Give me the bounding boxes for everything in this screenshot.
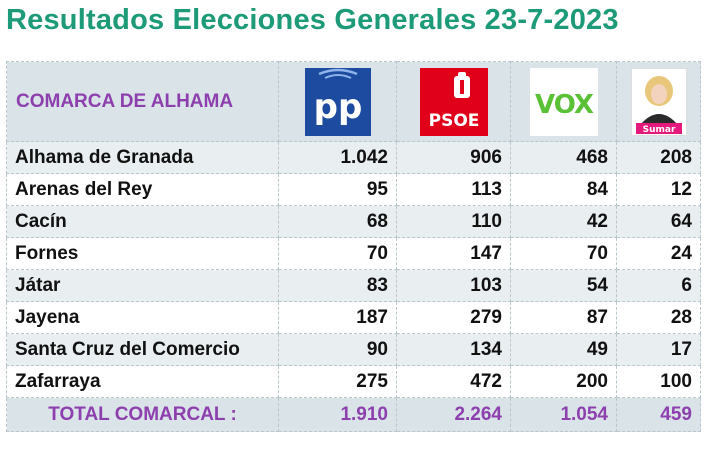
psoe-logo-icon: PSOE	[419, 67, 488, 136]
vote-count-pp: 275	[278, 365, 397, 398]
sumar-logo-icon: Sumar	[630, 67, 687, 136]
total-vote-count-sumar: 459	[616, 397, 701, 432]
total-vote-count-vox: 1.054	[510, 397, 617, 432]
vote-count-psoe: 110	[396, 205, 511, 238]
vote-count-vox: 87	[510, 301, 617, 334]
vote-count-pp: 187	[278, 301, 397, 334]
table-row: Zafarraya 275 472 200 100	[6, 365, 701, 398]
vote-count-psoe: 147	[396, 237, 511, 270]
total-vote-count-psoe: 2.264	[396, 397, 511, 432]
vox-logo-icon: VOX	[529, 67, 598, 136]
vote-count-vox: 468	[510, 141, 617, 174]
table-row: Arenas del Rey 95 113 84 12	[6, 173, 701, 206]
vote-count-psoe: 113	[396, 173, 511, 206]
total-label: TOTAL COMARCAL :	[6, 397, 279, 432]
pp-logo-cell: pp	[278, 61, 397, 142]
header-row: COMARCA DE ALHAMA pp PSOE	[6, 61, 701, 142]
vote-count-pp: 95	[278, 173, 397, 206]
municipality-name: Fornes	[6, 237, 279, 270]
municipality-name: Arenas del Rey	[6, 173, 279, 206]
vote-count-pp: 68	[278, 205, 397, 238]
vote-count-sumar: 64	[616, 205, 701, 238]
table-row: Cacín 68 110 42 64	[6, 205, 701, 238]
sumar-logo-cell: Sumar	[616, 61, 701, 142]
pp-logo-icon: pp	[304, 67, 371, 136]
vote-count-pp: 70	[278, 237, 397, 270]
vote-count-sumar: 24	[616, 237, 701, 270]
vote-count-vox: 84	[510, 173, 617, 206]
vote-count-sumar: 12	[616, 173, 701, 206]
vote-count-vox: 42	[510, 205, 617, 238]
municipality-name: Alhama de Granada	[6, 141, 279, 174]
vote-count-psoe: 279	[396, 301, 511, 334]
vote-count-psoe: 103	[396, 269, 511, 302]
vote-count-pp: 90	[278, 333, 397, 366]
table-row: Játar 83 103 54 6	[6, 269, 701, 302]
vote-count-sumar: 17	[616, 333, 701, 366]
vote-count-vox: 49	[510, 333, 617, 366]
vote-count-pp: 83	[278, 269, 397, 302]
table-row: Santa Cruz del Comercio 90 134 49 17	[6, 333, 701, 366]
region-label: COMARCA DE ALHAMA	[6, 61, 279, 142]
vote-count-sumar: 6	[616, 269, 701, 302]
vote-count-vox: 54	[510, 269, 617, 302]
table-row: Fornes 70 147 70 24	[6, 237, 701, 270]
vote-count-vox: 200	[510, 365, 617, 398]
vox-logo-cell: VOX	[510, 61, 617, 142]
vote-count-pp: 1.042	[278, 141, 397, 174]
vote-count-sumar: 208	[616, 141, 701, 174]
municipality-name: Cacín	[6, 205, 279, 238]
table-row: Jayena 187 279 87 28	[6, 301, 701, 334]
vote-count-sumar: 28	[616, 301, 701, 334]
vote-count-psoe: 134	[396, 333, 511, 366]
vote-count-sumar: 100	[616, 365, 701, 398]
total-row: TOTAL COMARCAL :1.910 2.264 1.054 459	[6, 397, 701, 432]
municipality-name: Jayena	[6, 301, 279, 334]
table-row: Alhama de Granada 1.042 906 468 208	[6, 141, 701, 174]
vote-count-psoe: 472	[396, 365, 511, 398]
municipality-name: Zafarraya	[6, 365, 279, 398]
results-table: COMARCA DE ALHAMA pp PSOE	[6, 61, 701, 432]
municipality-name: Játar	[6, 269, 279, 302]
sumar-logo-text: Sumar	[642, 125, 675, 135]
pp-logo-text: pp	[313, 87, 362, 127]
page-title: Resultados Elecciones Generales 23-7-202…	[6, 4, 619, 36]
vote-count-vox: 70	[510, 237, 617, 270]
total-vote-count-pp: 1.910	[278, 397, 397, 432]
municipality-name: Santa Cruz del Comercio	[6, 333, 279, 366]
vote-count-psoe: 906	[396, 141, 511, 174]
psoe-logo-cell: PSOE	[396, 61, 511, 142]
psoe-logo-text: PSOE	[428, 111, 479, 131]
vox-logo-text: VOX	[535, 90, 594, 120]
